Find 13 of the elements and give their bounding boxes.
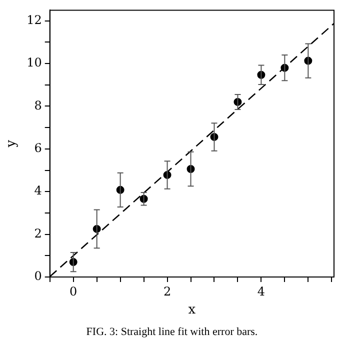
y-axis-title: y [4, 139, 20, 148]
y-tick-label: 8 [34, 98, 42, 112]
x-tick-label: 2 [163, 284, 172, 298]
caption: FIG. 3: Straight line fit with error bars. [85, 326, 259, 338]
y-tick-label: 0 [34, 269, 42, 284]
x-axis-title: x [188, 302, 196, 318]
y-tick-label: 2 [34, 226, 42, 240]
y-tick-label: 4 [34, 184, 42, 198]
y-tick-label: 10 [26, 56, 42, 70]
x-tick-label: 4 [257, 284, 266, 298]
y-tick-label: 12 [26, 12, 42, 27]
x-tick-label: 0 [70, 284, 78, 298]
y-tick-label: 6 [34, 141, 42, 156]
